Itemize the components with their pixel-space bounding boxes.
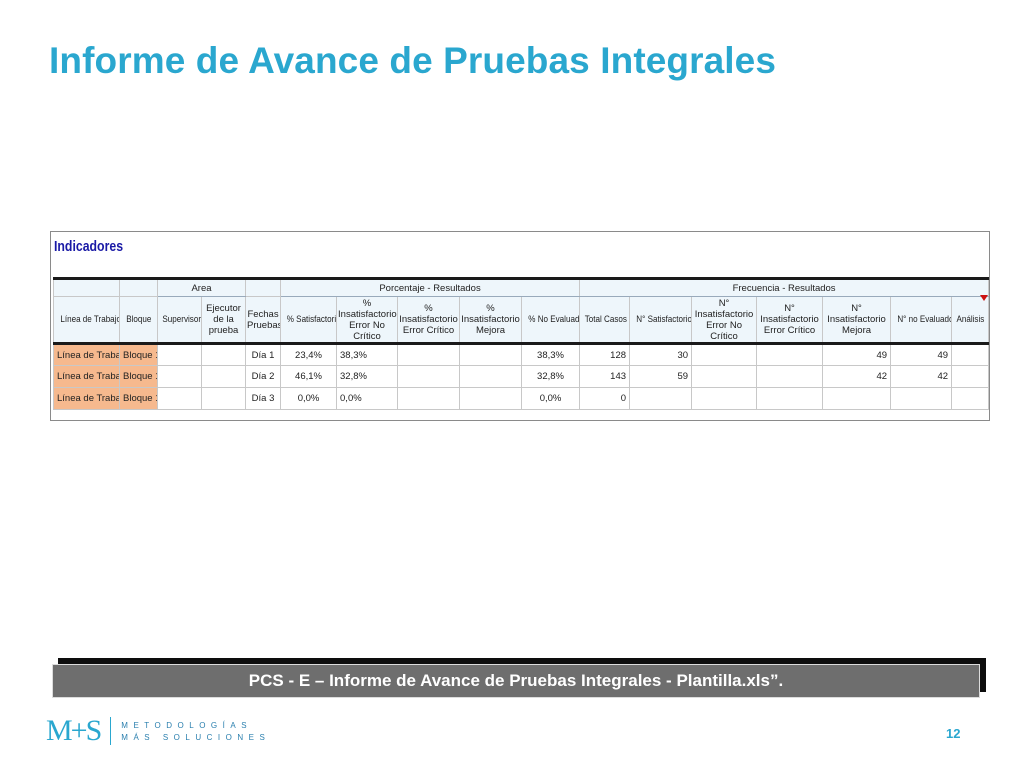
table-row: Línea de Trabajo 1 Bloque 1 Día 1 23,4% … (53, 342, 990, 366)
column-header: N° Insatisfactorio Error No Crítico (691, 296, 758, 344)
cell-pct-mejora (459, 365, 523, 388)
cell-n-satisfactorios (629, 387, 693, 410)
cell-supervisor (157, 342, 202, 366)
cell-n-satisfactorios: 59 (629, 365, 693, 388)
cell-n-critico (756, 387, 824, 410)
column-header: Bloque (119, 296, 158, 344)
company-logo: M+S METODOLOGÍAS MÁS SOLUCIONES (46, 713, 270, 749)
page-number: 12 (946, 726, 961, 741)
cell-pct-critico (397, 365, 461, 388)
column-header: N° no Evaluados (890, 296, 953, 344)
cell-pct-no-critico: 32,8% (336, 365, 399, 388)
cell-analisis (951, 342, 990, 366)
header-blank (245, 277, 282, 297)
column-header: % Insatisfactorio Mejora (459, 296, 523, 344)
cell-fecha: Día 2 (245, 365, 282, 388)
column-header: Fechas Pruebas (245, 296, 282, 344)
cell-n-satisfactorios: 30 (629, 342, 693, 366)
cell-supervisor (157, 387, 202, 410)
header-blank (119, 277, 158, 297)
logo-divider (110, 717, 112, 745)
cell-ejecutor (200, 387, 247, 410)
cell-linea: Línea de Trabajo 1 (53, 342, 120, 366)
page-title: Informe de Avance de Pruebas Integrales (49, 40, 777, 81)
header-blank (53, 277, 120, 297)
cell-n-no-evaluados: 49 (890, 342, 953, 366)
table-row: Línea de Trabajo 1 Bloque 1 Día 3 0,0% 0… (53, 387, 990, 410)
column-header: N° Satisfactorios (629, 296, 693, 344)
cell-n-no-critico (691, 387, 758, 410)
cell-bloque: Bloque 1 (119, 365, 158, 388)
cell-fecha: Día 3 (245, 387, 282, 410)
cell-total-casos: 0 (579, 387, 631, 410)
cell-total-casos: 128 (579, 342, 631, 366)
column-header: % Satisfactorio (280, 296, 338, 344)
sheet-heading: Indicadores (54, 238, 124, 255)
column-header: % Insatisfactorio Error No Crítico (336, 296, 399, 344)
cell-pct-no-evaluados: 0,0% (521, 387, 581, 410)
cell-n-mejora: 42 (822, 365, 892, 388)
cell-linea: Línea de Trabajo 1 (53, 387, 120, 410)
column-header: N° Insatisfactorio Error Crítico (756, 296, 824, 344)
table-row: Línea de Trabajo 1 Bloque 1 Día 2 46,1% … (53, 365, 990, 388)
column-header: N° Insatisfactorio Mejora (822, 296, 892, 344)
cell-n-critico (756, 342, 824, 366)
cell-linea: Línea de Trabajo 1 (53, 365, 120, 388)
cell-n-mejora (822, 387, 892, 410)
group-header-porcentaje: Porcentaje - Resultados (280, 277, 581, 297)
cell-ejecutor (200, 365, 247, 388)
cell-n-no-evaluados: 42 (890, 365, 953, 388)
comment-indicator-icon (980, 295, 988, 301)
cell-pct-no-evaluados: 32,8% (521, 365, 581, 388)
cell-supervisor (157, 365, 202, 388)
logo-text: METODOLOGÍAS MÁS SOLUCIONES (121, 721, 270, 742)
logo-line-2: MÁS SOLUCIONES (121, 732, 271, 742)
cell-bloque: Bloque 1 (119, 387, 158, 410)
column-header: Total Casos (579, 296, 631, 344)
cell-pct-no-evaluados: 38,3% (521, 342, 581, 366)
indicators-table: Area Porcentaje - Resultados Frecuencia … (53, 277, 990, 410)
cell-pct-satisfactorio: 46,1% (280, 365, 338, 388)
column-header: % No Evaluados (521, 296, 581, 344)
cell-pct-critico (397, 387, 461, 410)
cell-total-casos: 143 (579, 365, 631, 388)
column-header-row: Línea de Trabajo Bloque Supervisor Ejecu… (53, 296, 990, 344)
cell-pct-mejora (459, 387, 523, 410)
cell-n-no-critico (691, 365, 758, 388)
cell-analisis (951, 365, 990, 388)
column-header: Ejecutor de la prueba (200, 296, 247, 344)
cell-n-critico (756, 365, 824, 388)
group-header-area: Area (156, 277, 247, 297)
cell-ejecutor (200, 342, 247, 366)
caption-banner: PCS - E – Informe de Avance de Pruebas I… (52, 664, 980, 698)
column-header: Línea de Trabajo (53, 296, 120, 344)
logo-line-1: METODOLOGÍAS (121, 720, 253, 730)
column-header: Supervisor (157, 296, 202, 344)
cell-n-no-critico (691, 342, 758, 366)
column-header: Análisis (951, 296, 990, 344)
cell-pct-satisfactorio: 23,4% (280, 342, 338, 366)
logo-mark: M+S (46, 714, 102, 747)
cell-pct-mejora (459, 342, 523, 366)
cell-fecha: Día 1 (245, 342, 282, 366)
spreadsheet-image: Indicadores Area Porcentaje - Resultados… (50, 231, 990, 421)
column-header: % Insatisfactorio Error Crítico (397, 296, 461, 344)
cell-pct-critico (397, 342, 461, 366)
cell-n-no-evaluados (890, 387, 953, 410)
cell-pct-satisfactorio: 0,0% (280, 387, 338, 410)
cell-analisis (951, 387, 990, 410)
cell-pct-no-critico: 38,3% (336, 342, 399, 366)
group-header-frecuencia: Frecuencia - Resultados (579, 277, 990, 297)
cell-bloque: Bloque 1 (119, 342, 158, 366)
cell-n-mejora: 49 (822, 342, 892, 366)
cell-pct-no-critico: 0,0% (336, 387, 399, 410)
